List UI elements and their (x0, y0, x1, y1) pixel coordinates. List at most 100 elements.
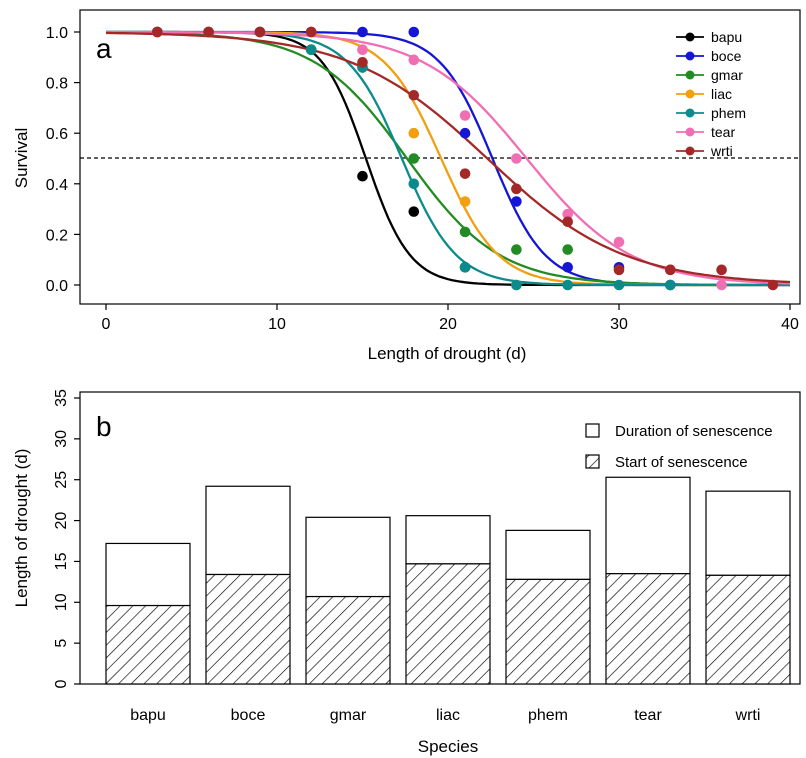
bar-duration-wrti (705, 490, 791, 576)
panel-label-a: a (96, 33, 112, 64)
y-tick-label-a: 1.0 (46, 25, 68, 42)
legend-label-open: Duration of senescence (615, 423, 773, 440)
bar-start-boce (205, 573, 291, 685)
point-gmar (511, 244, 522, 255)
y-tick-label-b: 25 (53, 471, 70, 489)
point-phem (408, 178, 420, 190)
y-tick-label-a: 0.8 (46, 76, 68, 93)
bar-start-liac (405, 563, 491, 685)
bar-start-wrti (705, 574, 791, 685)
y-tick-label-b: 20 (53, 512, 70, 530)
point-wrti (716, 264, 727, 276)
legend-marker-liac (685, 89, 695, 99)
y-axis-title-b: Length of drought (d) (12, 449, 31, 608)
bar-duration-phem (505, 529, 591, 581)
legend-marker-boce (685, 51, 695, 61)
legend-b: Duration of senescence Start of senescen… (585, 423, 773, 471)
panel-label-b: b (96, 411, 112, 442)
point-bapu (357, 170, 368, 182)
legend-a: bapu boce gmar liac phem tear wrti (676, 29, 746, 159)
point-gmar (459, 226, 471, 238)
point-boce (459, 127, 471, 139)
bar-duration-boce (205, 485, 291, 576)
legend-label-gmar: gmar (711, 67, 743, 83)
point-boce (408, 26, 420, 38)
point-gmar (408, 153, 420, 164)
x-tick-label-b: gmar (330, 707, 367, 724)
y-tick-label-a: 0.2 (46, 227, 68, 244)
point-phem (305, 44, 317, 56)
point-tear (562, 208, 573, 220)
panel-b: b 0 5 10 15 20 25 30 35 bapu boce gmar liac phem tea… (12, 389, 801, 756)
y-tick-label-b: 5 (53, 639, 70, 648)
legend-label-liac: liac (711, 86, 732, 102)
bar-start-gmar (305, 595, 391, 685)
point-wrti (511, 183, 522, 195)
axis-ticks-a: 0 10 20 30 40 0.0 0.2 0.4 0.6 0.8 1.0 (46, 25, 799, 333)
point-wrti (254, 26, 266, 38)
point-wrti (562, 216, 573, 228)
x-tick-label-a: 10 (268, 316, 286, 333)
legend-label-wrti: wrti (710, 143, 733, 159)
x-tick-label-b: wrti (735, 707, 761, 724)
bar-duration-gmar (305, 516, 391, 598)
point-wrti (305, 26, 317, 38)
point-tear (613, 236, 625, 248)
legend-swatch-open (585, 423, 600, 438)
bars-b: bapu boce gmar liac phem tear wrti (105, 476, 791, 724)
x-tick-label-a: 20 (439, 316, 457, 333)
legend-swatch-hatched (585, 454, 600, 469)
legend-label-bapu: bapu (711, 29, 742, 45)
legend-marker-bapu (685, 32, 695, 42)
x-axis-title-a: Length of drought (d) (368, 344, 527, 363)
x-tick-label-a: 0 (102, 316, 111, 333)
point-wrti (408, 89, 420, 101)
legend-label-boce: boce (711, 48, 742, 64)
legend-marker-tear (685, 127, 695, 137)
bar-duration-bapu (105, 542, 191, 607)
x-tick-label-a: 40 (781, 316, 799, 333)
point-wrti (459, 168, 471, 179)
point-phem (562, 279, 573, 291)
points-a (152, 26, 779, 291)
y-tick-label-a: 0.0 (46, 278, 68, 295)
point-tear (459, 110, 471, 121)
y-tick-label-a: 0.6 (46, 126, 68, 143)
x-tick-label-a: 30 (610, 316, 628, 333)
point-bapu (408, 206, 420, 217)
point-wrti (665, 264, 676, 276)
point-wrti (613, 264, 625, 276)
x-tick-label-b: tear (634, 707, 662, 724)
point-phem (459, 261, 471, 273)
point-boce (562, 261, 573, 273)
bar-duration-tear (605, 476, 691, 575)
legend-marker-phem (685, 108, 695, 118)
axis-ticks-b: 0 5 10 15 20 25 30 35 (53, 389, 80, 688)
legend-marker-gmar (685, 70, 695, 80)
point-tear (357, 44, 368, 56)
point-boce (357, 26, 368, 38)
point-wrti (767, 279, 779, 291)
plot-frame-a (79, 9, 801, 305)
legend-label-phem: phem (711, 105, 746, 121)
bar-duration-liac (405, 515, 491, 565)
x-axis-title-b: Species (418, 737, 478, 756)
point-boce (511, 196, 522, 207)
y-tick-label-b: 15 (53, 552, 70, 570)
point-phem (613, 279, 625, 291)
point-wrti (203, 26, 214, 38)
point-liac (408, 127, 420, 139)
x-tick-label-b: bapu (130, 707, 166, 724)
curve-wrti (106, 31, 791, 284)
point-tear (511, 153, 522, 164)
y-tick-label-a: 0.4 (46, 177, 68, 194)
y-tick-label-b: 10 (53, 593, 70, 611)
point-wrti (152, 26, 163, 38)
x-tick-label-b: boce (231, 707, 266, 724)
bar-start-bapu (105, 604, 191, 685)
y-tick-label-b: 35 (53, 389, 70, 407)
bar-start-tear (605, 573, 691, 685)
y-tick-label-b: 30 (53, 430, 70, 448)
bar-start-phem (505, 578, 591, 685)
